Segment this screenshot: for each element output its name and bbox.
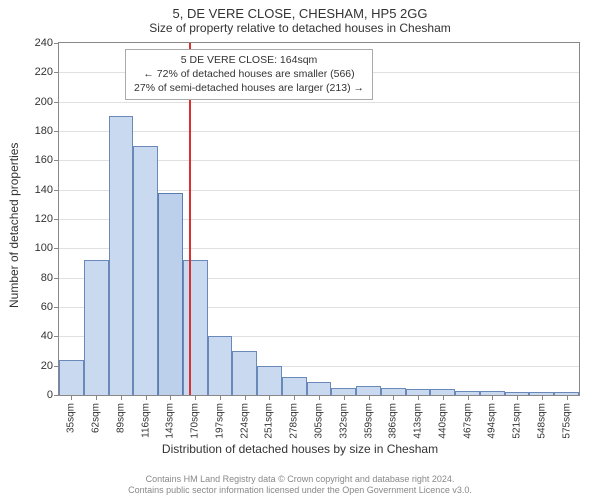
xtick-label: 278sqm — [289, 403, 300, 439]
histogram-bar — [158, 193, 183, 395]
histogram-bar — [257, 366, 282, 395]
histogram-bar — [183, 260, 208, 395]
ytick-label: 60 — [41, 301, 53, 313]
xtick-mark — [492, 395, 493, 400]
histogram-bar — [381, 388, 406, 395]
xtick-label: 359sqm — [363, 403, 374, 439]
ytick-mark — [54, 160, 59, 161]
xtick-label: 170sqm — [190, 403, 201, 439]
chart-container: 5, DE VERE CLOSE, CHESHAM, HP5 2GG Size … — [0, 0, 600, 500]
histogram-bar — [59, 360, 84, 395]
ytick-label: 0 — [47, 389, 53, 401]
histogram-bar — [133, 146, 158, 395]
xtick-mark — [369, 395, 370, 400]
xtick-mark — [418, 395, 419, 400]
ytick-label: 240 — [35, 37, 53, 49]
ytick-mark — [54, 43, 59, 44]
page-title: 5, DE VERE CLOSE, CHESHAM, HP5 2GG — [0, 0, 600, 21]
xtick-mark — [344, 395, 345, 400]
annotation-line: 27% of semi-detached houses are larger (… — [134, 81, 364, 95]
xtick-label: 386sqm — [388, 403, 399, 439]
ytick-label: 200 — [35, 96, 53, 108]
ytick-label: 120 — [35, 213, 53, 225]
histogram-bar — [331, 388, 356, 395]
ytick-mark — [54, 307, 59, 308]
xtick-mark — [146, 395, 147, 400]
histogram-bar — [84, 260, 109, 395]
xtick-label: 575sqm — [561, 403, 572, 439]
xtick-mark — [195, 395, 196, 400]
xtick-mark — [170, 395, 171, 400]
xtick-label: 89sqm — [115, 403, 126, 433]
gridline — [59, 131, 579, 132]
ytick-label: 220 — [35, 66, 53, 78]
plot-area: 02040608010012014016018020022024035sqm62… — [58, 42, 580, 396]
annotation-box: 5 DE VERE CLOSE: 164sqm← 72% of detached… — [125, 49, 373, 100]
ytick-mark — [54, 219, 59, 220]
histogram-bar — [109, 116, 134, 395]
xtick-mark — [567, 395, 568, 400]
y-axis-label: Number of detached properties — [7, 143, 21, 308]
xtick-mark — [96, 395, 97, 400]
ytick-mark — [54, 190, 59, 191]
ytick-label: 40 — [41, 330, 53, 342]
xtick-label: 35sqm — [66, 403, 77, 433]
page-subtitle: Size of property relative to detached ho… — [0, 21, 600, 39]
annotation-line: ← 72% of detached houses are smaller (56… — [134, 67, 364, 81]
footer-line-2: Contains public sector information licen… — [0, 485, 600, 496]
xtick-label: 494sqm — [487, 403, 498, 439]
histogram-bar — [307, 382, 332, 395]
ytick-label: 140 — [35, 184, 53, 196]
xtick-mark — [294, 395, 295, 400]
histogram-bar — [208, 336, 233, 395]
xtick-mark — [443, 395, 444, 400]
xtick-label: 305sqm — [314, 403, 325, 439]
xtick-label: 467sqm — [462, 403, 473, 439]
xtick-mark — [269, 395, 270, 400]
xtick-label: 413sqm — [413, 403, 424, 439]
xtick-label: 251sqm — [264, 403, 275, 439]
xtick-label: 521sqm — [512, 403, 523, 439]
ytick-mark — [54, 278, 59, 279]
xtick-mark — [121, 395, 122, 400]
xtick-label: 116sqm — [140, 403, 151, 438]
footer: Contains HM Land Registry data © Crown c… — [0, 474, 600, 497]
histogram-bar — [282, 377, 307, 395]
xtick-label: 62sqm — [91, 403, 102, 433]
xtick-label: 440sqm — [437, 403, 448, 439]
xtick-label: 197sqm — [214, 403, 225, 439]
xtick-mark — [468, 395, 469, 400]
ytick-mark — [54, 72, 59, 73]
x-axis-label: Distribution of detached houses by size … — [0, 442, 600, 456]
xtick-label: 224sqm — [239, 403, 250, 439]
ytick-label: 80 — [41, 272, 53, 284]
annotation-line: 5 DE VERE CLOSE: 164sqm — [134, 53, 364, 67]
xtick-mark — [393, 395, 394, 400]
xtick-label: 332sqm — [338, 403, 349, 439]
footer-line-1: Contains HM Land Registry data © Crown c… — [0, 474, 600, 485]
xtick-mark — [542, 395, 543, 400]
histogram-bar — [232, 351, 257, 395]
xtick-mark — [71, 395, 72, 400]
xtick-mark — [319, 395, 320, 400]
gridline — [59, 102, 579, 103]
ytick-mark — [54, 248, 59, 249]
xtick-label: 143sqm — [165, 403, 176, 439]
ytick-mark — [54, 102, 59, 103]
xtick-label: 548sqm — [536, 403, 547, 439]
histogram-bar — [356, 386, 381, 395]
xtick-mark — [220, 395, 221, 400]
ytick-label: 160 — [35, 154, 53, 166]
ytick-mark — [54, 131, 59, 132]
ytick-mark — [54, 336, 59, 337]
ytick-label: 100 — [35, 242, 53, 254]
ytick-mark — [54, 395, 59, 396]
ytick-label: 20 — [41, 360, 53, 372]
xtick-mark — [517, 395, 518, 400]
xtick-mark — [245, 395, 246, 400]
ytick-label: 180 — [35, 125, 53, 137]
